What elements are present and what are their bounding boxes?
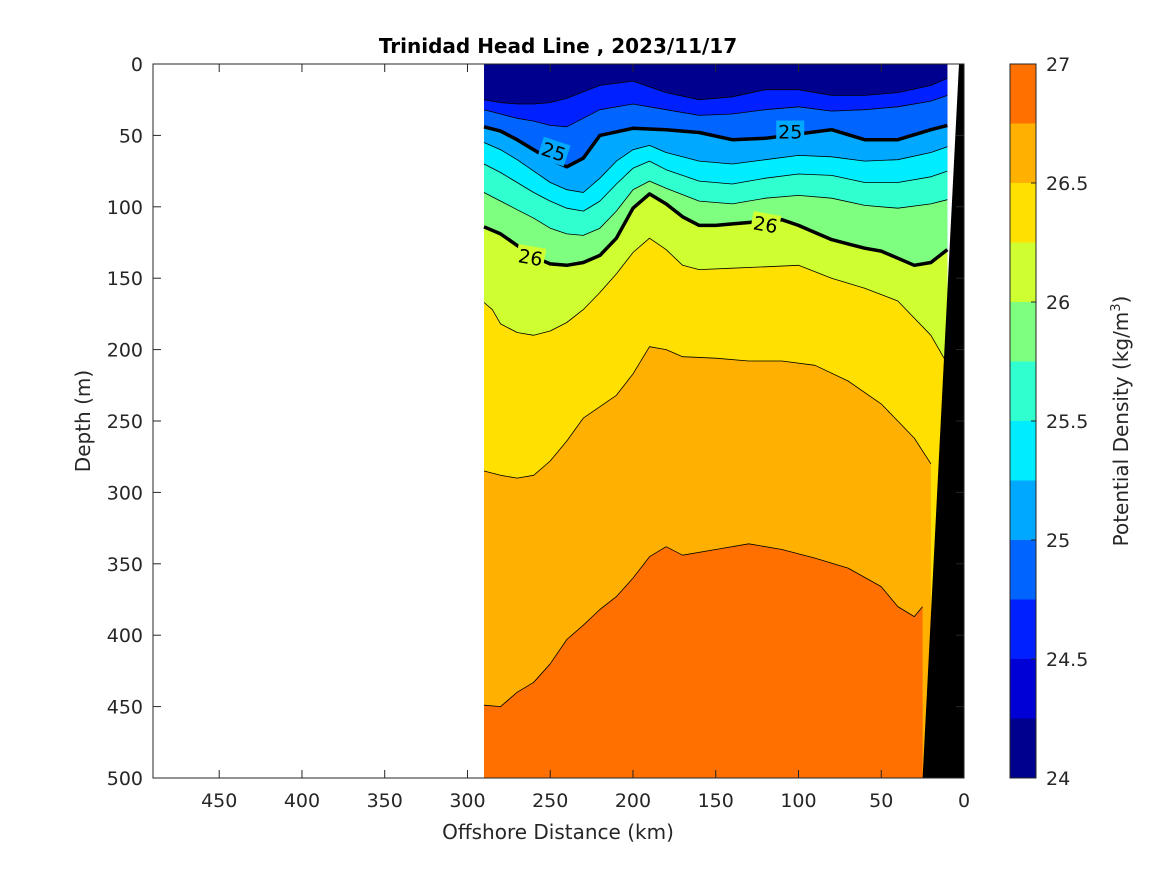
x-tick-label: 350 <box>367 790 403 812</box>
band-fill-26-75 <box>484 543 923 778</box>
colorbar-tick-label: 27 <box>1046 54 1070 76</box>
isopycnal-25-5 <box>483 160 948 212</box>
colorbar-segment <box>1010 64 1036 124</box>
isopycnal-26-5 <box>483 346 932 479</box>
colorbar-segment <box>1010 242 1036 302</box>
x-axis-label: Offshore Distance (km) <box>442 820 674 844</box>
x-tick-label: 400 <box>284 790 320 812</box>
seafloor-mask <box>922 64 964 778</box>
colorbar-label: Potential Density (kg/m3) <box>1109 296 1133 547</box>
colorbar-segment <box>1010 361 1036 421</box>
y-axis-label: Depth (m) <box>71 370 95 472</box>
y-tick-label: 200 <box>107 340 143 362</box>
colorbar-tick-label: 26.5 <box>1046 173 1088 195</box>
y-tick-label: 400 <box>107 625 143 647</box>
contour-label-1: 25 <box>776 120 805 144</box>
colorbar-tick-label: 24.5 <box>1046 649 1088 671</box>
y-tick-label: 350 <box>107 554 143 576</box>
x-tick-label: 100 <box>780 790 816 812</box>
colorbar-label-main: Potential Density (kg/m <box>1109 312 1133 547</box>
y-tick-label: 100 <box>107 197 143 219</box>
contour-label-bg <box>514 243 547 271</box>
colorbar-segment <box>1010 421 1036 481</box>
colorbar-tick-label: 25 <box>1046 530 1070 552</box>
isopycnal-26-25 <box>483 237 948 365</box>
x-tick-label: 0 <box>958 790 970 812</box>
y-tick-label: 450 <box>107 697 143 719</box>
bottom-topography-mask <box>922 64 964 778</box>
colorbar-label-superscript: 3 <box>1109 303 1124 311</box>
isopycnal-26-75 <box>483 543 923 707</box>
colorbar-segment <box>1010 302 1036 362</box>
y-tick-label: 500 <box>107 768 143 790</box>
colorbar-tick-label: 26 <box>1046 292 1070 314</box>
y-tick-label: 50 <box>119 125 143 147</box>
x-tick-label: 150 <box>698 790 734 812</box>
isopycnal-26 <box>483 192 949 268</box>
isopycnal-24-5 <box>483 77 948 105</box>
y-tick-label: 150 <box>107 268 143 290</box>
x-tick-label: 300 <box>449 790 485 812</box>
y-tick-label: 0 <box>131 54 143 76</box>
colorbar-segment <box>1010 718 1036 778</box>
contour-label-bg <box>776 120 805 143</box>
x-axis: 450 400 350 300 250 200 150 100 50 0 <box>201 64 970 812</box>
colorbar-segment <box>1010 599 1036 659</box>
y-axis: 0 50 100 150 200 250 300 350 400 450 500 <box>107 54 964 790</box>
filled-contour-area <box>484 64 948 778</box>
contour-label-text: 26 <box>752 212 780 238</box>
isopycnal-lines <box>483 77 949 707</box>
isopycnal-25-75 <box>483 180 948 236</box>
y-tick-label: 250 <box>107 411 143 433</box>
colorbar-tick-label: 24 <box>1046 768 1070 790</box>
contour-label-3: 26 <box>749 211 782 238</box>
isopycnal-25-25 <box>483 142 948 193</box>
isopycnal-24-75 <box>483 95 948 128</box>
x-tick-label: 250 <box>532 790 568 812</box>
colorbar <box>1009 63 1037 779</box>
colorbar-segment <box>1010 183 1036 243</box>
colorbar-label-close: ) <box>1109 296 1133 304</box>
contour-label-bg <box>537 136 571 167</box>
x-tick-label: 450 <box>201 790 237 812</box>
colorbar-segment <box>1010 659 1036 719</box>
contour-label-bg <box>749 211 782 238</box>
contour-label-2: 26 <box>514 243 547 271</box>
x-tick-label: 50 <box>869 790 893 812</box>
contour-label-text: 25 <box>778 122 802 144</box>
y-tick-label: 300 <box>107 482 143 504</box>
contour-label-text: 26 <box>517 245 545 271</box>
chart-title: Trinidad Head Line , 2023/11/17 <box>379 34 737 58</box>
colorbar-segment <box>1010 123 1036 183</box>
colorbar-tick-label: 25.5 <box>1046 411 1088 433</box>
x-tick-label: 200 <box>615 790 651 812</box>
isopycnal-25 <box>483 123 948 169</box>
colorbar-segment <box>1010 480 1036 540</box>
colorbar-ticks: 24 24.5 25 25.5 26 26.5 27 <box>1031 54 1088 790</box>
colorbar-segment <box>1010 540 1036 600</box>
